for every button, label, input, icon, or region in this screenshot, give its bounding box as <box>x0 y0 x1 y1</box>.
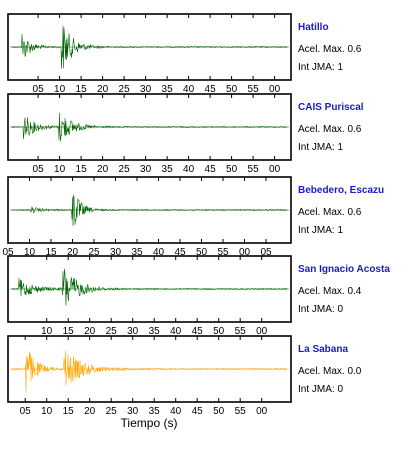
waveform-trace <box>11 268 288 306</box>
tick-label: 55 <box>235 326 247 337</box>
tick-label: 30 <box>110 247 122 258</box>
panel-frame <box>7 93 292 161</box>
waveform-trace <box>11 194 288 227</box>
acel-max-readout: Acel. Max. 0.6 <box>298 44 362 55</box>
tick-label: 40 <box>183 84 195 95</box>
tick-label: 30 <box>140 84 152 95</box>
seismogram-panel: 05 10 15 20 25 30 35 40 45 50 55 00 CAIS Puriscal Ace… <box>7 93 364 175</box>
tick-label: 40 <box>170 406 182 417</box>
tick-label: 50 <box>226 164 238 175</box>
tick-label: 55 <box>248 84 260 95</box>
tick-label: 25 <box>88 247 100 258</box>
seismogram-panel: 05 10 15 20 25 30 35 40 45 50 55 00 Hatillo Acel. Max… <box>7 13 362 95</box>
tick-label: 05 <box>260 247 272 258</box>
tick-label: 10 <box>41 406 53 417</box>
tick-label: 55 <box>248 164 260 175</box>
tick-label: 50 <box>226 84 238 95</box>
panel-frame <box>7 176 292 244</box>
panel-frame <box>7 255 292 323</box>
tick-label: 30 <box>140 164 152 175</box>
tick-label: 10 <box>41 326 53 337</box>
seismogram-panel: 05 10 15 20 25 30 35 40 45 50 55 00 05 Bebedero, Esca… <box>2 176 384 258</box>
tick-label: 00 <box>256 406 268 417</box>
acel-max-readout: Acel. Max. 0.0 <box>298 366 362 377</box>
tick-label: 00 <box>239 247 251 258</box>
waveform-trace <box>11 25 288 69</box>
tick-label: 15 <box>76 164 88 175</box>
seismogram-panel: 10 15 20 25 30 35 40 45 50 55 00 San Ignacio Acosta… <box>7 255 390 337</box>
waveform-trace <box>11 112 288 142</box>
station-name: CAIS Puriscal <box>298 102 364 113</box>
tick-label: 40 <box>153 247 165 258</box>
tick-label: 35 <box>149 326 161 337</box>
tick-label: 10 <box>54 164 66 175</box>
tick-label: 45 <box>205 84 217 95</box>
tick-label: 45 <box>205 164 217 175</box>
tick-label: 10 <box>24 247 36 258</box>
panel-frame <box>7 13 292 81</box>
tick-label: 15 <box>63 326 75 337</box>
tick-label: 35 <box>131 247 143 258</box>
acel-max-readout: Acel. Max. 0.6 <box>298 124 362 135</box>
tick-label: 25 <box>106 406 118 417</box>
tick-label: 10 <box>54 84 66 95</box>
tick-label: 25 <box>119 164 131 175</box>
tick-label: 40 <box>170 326 182 337</box>
acel-max-readout: Acel. Max. 0.6 <box>298 207 362 218</box>
acel-max-readout: Acel. Max. 0.4 <box>298 286 362 297</box>
station-name: La Sabana <box>298 344 348 355</box>
int-jma-readout: Int JMA: 1 <box>298 62 343 73</box>
tick-label: 45 <box>174 247 186 258</box>
tick-label: 35 <box>149 406 161 417</box>
tick-label: 05 <box>20 406 32 417</box>
tick-label: 20 <box>97 164 109 175</box>
tick-label: 35 <box>162 84 174 95</box>
tick-label: 05 <box>33 84 45 95</box>
seismogram-panel: 05 10 15 20 25 30 35 40 45 50 55 00 La Sabana Acel. M… <box>7 335 362 417</box>
tick-label: 20 <box>67 247 79 258</box>
tick-label: 15 <box>45 247 57 258</box>
tick-label: 25 <box>119 84 131 95</box>
tick-label: 15 <box>76 84 88 95</box>
tick-label: 20 <box>97 84 109 95</box>
tick-label: 50 <box>213 406 225 417</box>
tick-label: 45 <box>192 406 204 417</box>
tick-label: 35 <box>162 164 174 175</box>
station-name: Bebedero, Escazu <box>298 185 384 196</box>
tick-label: 00 <box>269 84 281 95</box>
tick-label: 00 <box>269 164 281 175</box>
tick-label: 30 <box>127 406 139 417</box>
int-jma-readout: Int JMA: 1 <box>298 142 343 153</box>
panel-frame <box>7 335 292 403</box>
waveform-trace <box>11 350 288 392</box>
tick-label: 05 <box>33 164 45 175</box>
tick-label: 50 <box>196 247 208 258</box>
int-jma-readout: Int JMA: 1 <box>298 225 343 236</box>
tick-label: 20 <box>84 326 96 337</box>
tick-label: 15 <box>63 406 75 417</box>
tick-label: 00 <box>256 326 268 337</box>
station-name: San Ignacio Acosta <box>298 264 390 275</box>
tick-label: 40 <box>183 164 195 175</box>
tick-label: 55 <box>235 406 247 417</box>
int-jma-readout: Int JMA: 0 <box>298 304 343 315</box>
x-axis-title: Tiempo (s) <box>121 416 178 430</box>
tick-label: 20 <box>84 406 96 417</box>
tick-label: 45 <box>192 326 204 337</box>
tick-label: 55 <box>217 247 229 258</box>
station-name: Hatillo <box>298 22 329 33</box>
tick-label: 25 <box>106 326 118 337</box>
tick-label: 30 <box>127 326 139 337</box>
int-jma-readout: Int JMA: 0 <box>298 384 343 395</box>
tick-label: 05 <box>2 247 14 258</box>
tick-label: 50 <box>213 326 225 337</box>
